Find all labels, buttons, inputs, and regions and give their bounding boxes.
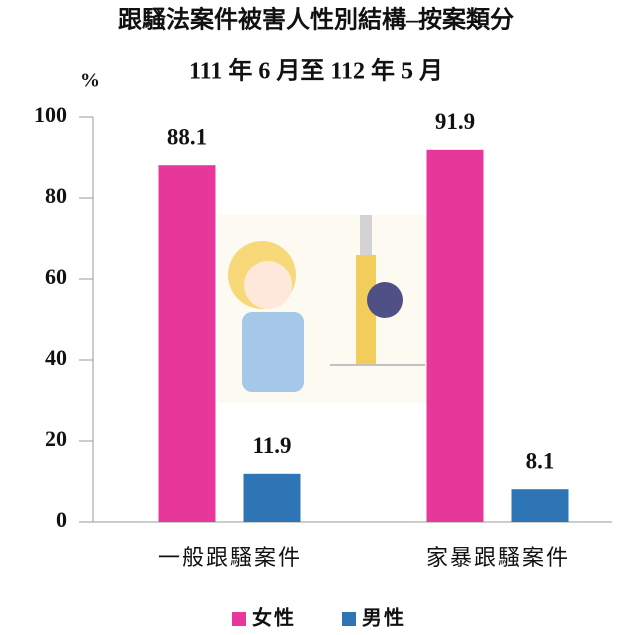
value-label: 8.1 bbox=[526, 448, 555, 473]
bar bbox=[243, 473, 301, 522]
y-tick-label: 20 bbox=[45, 426, 67, 451]
legend-label: 女性 bbox=[252, 606, 296, 630]
chart-title: 跟騷法案件被害人性別結構–按案類分 bbox=[118, 6, 514, 34]
bar bbox=[158, 165, 216, 522]
x-tick-label: 家暴跟騷案件 bbox=[426, 545, 570, 570]
y-tick-label: 60 bbox=[45, 264, 67, 289]
y-axis-label: % bbox=[80, 70, 100, 92]
chart-subtitle: 111 年 6 月至 112 年 5 月 bbox=[189, 57, 443, 85]
y-tick-label: 0 bbox=[56, 507, 67, 532]
y-tick-label: 40 bbox=[45, 345, 67, 370]
value-label: 11.9 bbox=[253, 433, 292, 458]
bar bbox=[511, 489, 569, 522]
x-tick-label: 一般跟騷案件 bbox=[158, 545, 302, 570]
legend-label: 男性 bbox=[362, 607, 406, 630]
y-tick-label: 80 bbox=[45, 183, 67, 208]
illustration bbox=[218, 215, 428, 403]
legend-swatch bbox=[342, 612, 356, 626]
legend-swatch bbox=[232, 612, 246, 626]
value-label: 88.1 bbox=[167, 124, 207, 149]
value-label: 91.9 bbox=[435, 109, 475, 134]
y-tick-label: 100 bbox=[34, 102, 67, 127]
bar bbox=[426, 149, 484, 522]
